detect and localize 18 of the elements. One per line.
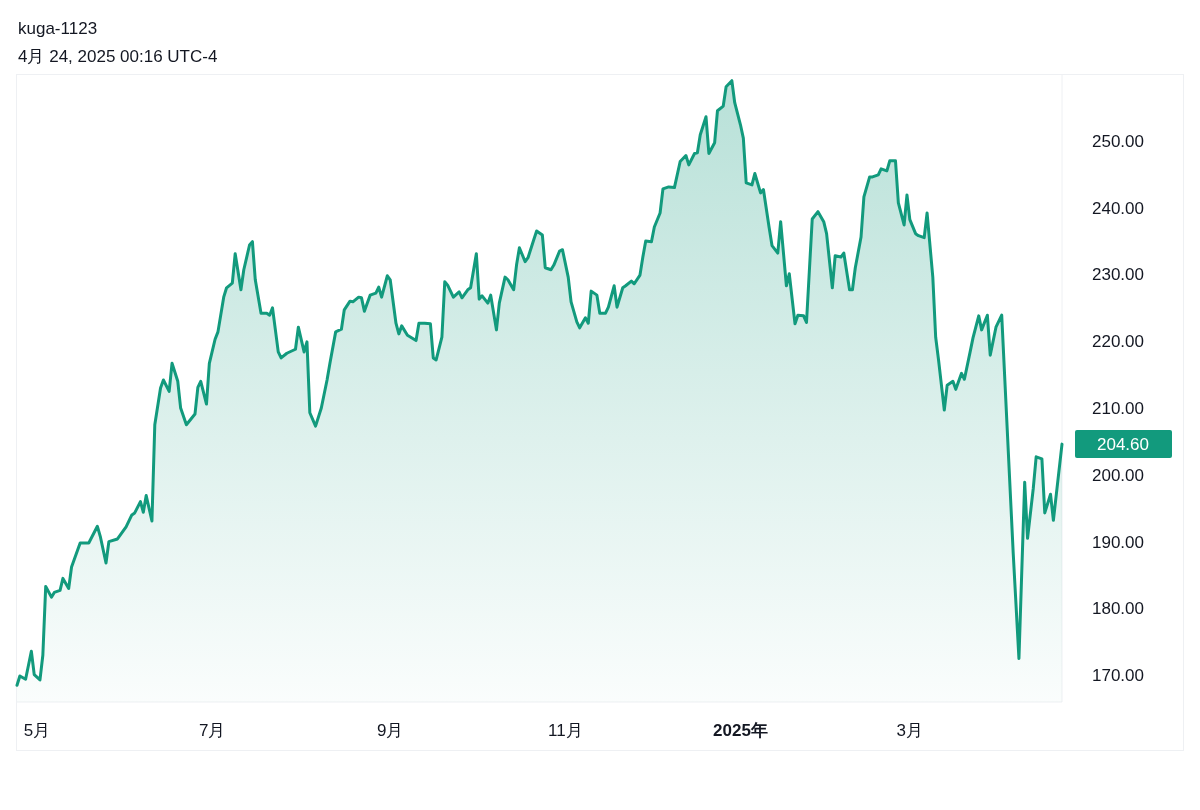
y-tick-label: 190.00 bbox=[1092, 532, 1144, 552]
y-tick-label: 180.00 bbox=[1092, 599, 1144, 619]
y-tick-label: 240.00 bbox=[1092, 198, 1144, 218]
y-tick-label: 220.00 bbox=[1092, 332, 1144, 352]
x-tick-label: 5月 bbox=[23, 721, 51, 740]
x-tick-label: 11月 bbox=[548, 721, 583, 740]
y-tick-label: 250.00 bbox=[1092, 131, 1144, 151]
x-tick-label: 3月 bbox=[896, 721, 924, 740]
x-tick-label: 9月 bbox=[376, 721, 404, 740]
chart-subtitle: 4月 24, 2025 00:16 UTC-4 bbox=[18, 47, 218, 66]
y-tick-label: 200.00 bbox=[1092, 465, 1144, 485]
chart-title: kuga-1123 bbox=[18, 19, 98, 38]
y-tick-label: 170.00 bbox=[1092, 666, 1144, 686]
x-tick-label: 7月 bbox=[198, 721, 226, 740]
y-tick-label: 210.00 bbox=[1092, 399, 1144, 419]
x-tick-label: 2025年 bbox=[713, 721, 768, 740]
y-tick-label: 230.00 bbox=[1092, 265, 1144, 285]
annotation: 204.60 bbox=[1097, 435, 1149, 455]
